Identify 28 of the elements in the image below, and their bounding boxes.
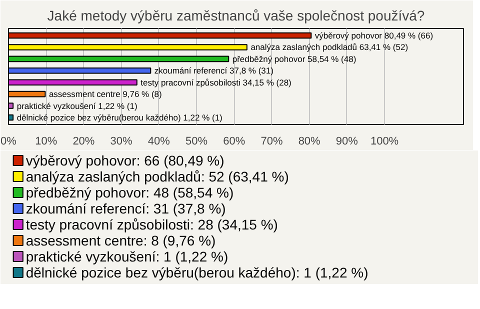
category-label: praktické vyzkoušení 1,22 % (1) (16, 100, 138, 111)
x-tick-label: 50% (186, 136, 208, 148)
category-label: assessment centre 9,76 % (8) (48, 89, 162, 100)
legend-label: výběrový pohovor: 66 (80,49 %) (26, 152, 224, 168)
legend-label: předběžný pohovor: 48 (58,54 %) (26, 184, 234, 200)
x-tick-label: 90% (336, 136, 358, 148)
x-tick-label: 40% (148, 136, 170, 148)
x-tick-label: 60% (223, 136, 246, 148)
category-label: zkoumání referencí 37,8 % (31) (154, 66, 274, 76)
legend-label: praktické vyzkoušení: 1 (1,22 %) (26, 248, 228, 264)
legend-label: testy pracovní způsobilosti: 28 (34,15 %) (26, 216, 278, 232)
category-label: předběžný pohovor 58,54 % (48) (232, 54, 356, 64)
category-label: dělnické pozice bez výběru(berou každého) 1,22 % (1) (16, 112, 222, 122)
legend-label: dělnické pozice bez výběru(berou každého): 1 (1,22 %) (26, 264, 368, 280)
x-tick-label: 20% (72, 136, 95, 148)
legend-label: zkoumání referencí: 31 (37,8 %) (26, 200, 226, 216)
category-label: analýza zaslaných podkladů 63,41 % (52) (250, 42, 408, 52)
chart-title: Jaké metody výběru zaměstnanců vaše společnost používá? (47, 8, 425, 24)
x-tick-label: 10% (35, 136, 58, 148)
x-tick-label: 30% (110, 136, 133, 148)
x-tick-label: 0% (0, 136, 17, 148)
legend-label: analýza zaslaných podkladů: 52 (63,41 %) (26, 168, 289, 184)
x-tick-label: 100% (370, 136, 399, 148)
category-label: výběrový pohovor 80,49 % (66) (314, 30, 434, 41)
category-label: testy pracovní způsobilosti 34,15 % (28) (140, 77, 292, 88)
legend-label: assessment centre: 8 (9,76 %) (26, 232, 216, 248)
x-tick-label: 70% (260, 136, 283, 148)
x-tick-label: 80% (298, 136, 321, 148)
